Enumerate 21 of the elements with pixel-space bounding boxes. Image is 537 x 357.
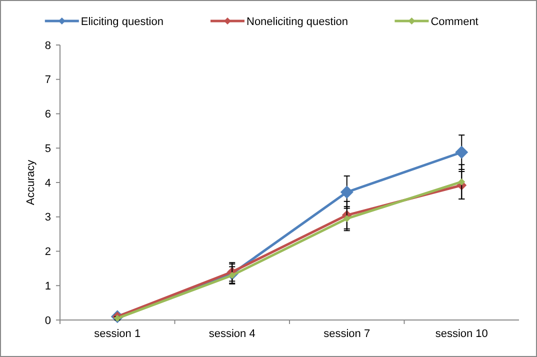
x-tick-label: session 1	[94, 328, 141, 340]
y-tick-label: 2	[44, 246, 51, 258]
y-tick-label: 8	[44, 40, 51, 52]
y-tick-label: 3	[44, 212, 51, 224]
point	[340, 186, 354, 199]
x-tick-label: session 4	[208, 328, 256, 340]
legend-label: Comment	[430, 16, 478, 28]
point	[455, 146, 468, 159]
legend-label: Eliciting question	[80, 16, 164, 28]
y-tick-label: 0	[44, 314, 51, 327]
y-tick-label: 6	[44, 108, 51, 121]
x-tick-label: session 10	[435, 328, 488, 340]
legend-label: Noneliciting question	[246, 16, 348, 28]
y-tick-label: 5	[44, 142, 51, 155]
x-tick-label: session 7	[324, 328, 370, 340]
y-tick-label: 4	[44, 177, 51, 190]
y-axis-title: Accuracy	[25, 159, 37, 206]
y-tick-label: 7	[44, 74, 51, 86]
point	[458, 178, 466, 186]
point	[343, 215, 350, 222]
y-tick-label: 1	[44, 280, 51, 292]
